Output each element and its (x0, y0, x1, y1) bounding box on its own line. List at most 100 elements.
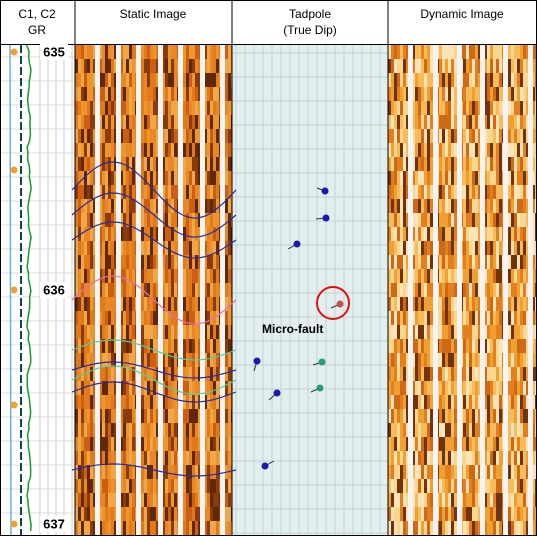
image-pixel (225, 129, 228, 143)
image-pixel (454, 269, 457, 283)
image-pixel (451, 437, 454, 451)
image-pixel (183, 325, 186, 339)
image-pixel (520, 311, 523, 325)
image-pixel (210, 409, 213, 423)
image-pixel (496, 395, 499, 409)
image-pixel (147, 437, 150, 451)
image-pixel (81, 73, 84, 87)
image-pixel (126, 241, 129, 255)
image-pixel (508, 255, 511, 269)
image-pixel (490, 213, 493, 227)
image-pixel (445, 73, 448, 87)
image-pixel (81, 59, 84, 73)
image-pixel (493, 213, 496, 227)
image-pixel (126, 479, 129, 493)
image-pixel (225, 87, 228, 101)
image-pixel (78, 325, 81, 339)
image-pixel (108, 129, 111, 143)
image-pixel (132, 409, 135, 423)
image-pixel (105, 465, 108, 479)
image-pixel (228, 451, 231, 465)
image-pixel (132, 451, 135, 465)
image-pixel (213, 157, 216, 171)
image-pixel (87, 395, 90, 409)
image-pixel (448, 73, 451, 87)
image-pixel (439, 493, 442, 507)
image-pixel (183, 45, 186, 59)
image-pixel (439, 171, 442, 185)
image-pixel (90, 311, 93, 325)
image-pixel (186, 45, 189, 59)
image-pixel (418, 297, 421, 311)
image-pixel (391, 129, 394, 143)
image-pixel (111, 255, 114, 269)
image-pixel (195, 339, 198, 353)
image-pixel (207, 325, 210, 339)
image-pixel (418, 185, 421, 199)
image-pixel (463, 101, 466, 115)
image-pixel (427, 87, 430, 101)
image-pixel (141, 143, 144, 157)
image-pixel (427, 283, 430, 297)
image-pixel (427, 45, 430, 59)
image-pixel (126, 353, 129, 367)
image-pixel (472, 143, 475, 157)
image-pixel (421, 157, 424, 171)
tadpole-head (254, 358, 261, 365)
image-pixel (78, 311, 81, 325)
image-pixel (487, 73, 490, 87)
image-pixel (111, 493, 114, 507)
image-pixel (490, 423, 493, 437)
image-pixel (207, 395, 210, 409)
image-pixel (511, 199, 514, 213)
image-pixel (132, 171, 135, 185)
image-pixel (213, 437, 216, 451)
image-pixel (228, 129, 231, 143)
image-pixel (508, 437, 511, 451)
image-pixel (183, 437, 186, 451)
image-pixel (466, 73, 469, 87)
image-pixel (523, 241, 526, 255)
image-pixel (418, 199, 421, 213)
image-pixel (493, 339, 496, 353)
image-pixel (150, 157, 153, 171)
image-pixel (445, 185, 448, 199)
image-pixel (391, 255, 394, 269)
image-pixel (499, 409, 502, 423)
image-pixel (78, 493, 81, 507)
image-pixel (84, 521, 87, 535)
image-pixel (511, 423, 514, 437)
image-pixel (123, 479, 126, 493)
image-pixel (508, 73, 511, 87)
image-pixel (394, 143, 397, 157)
image-pixel (144, 143, 147, 157)
image-pixel (391, 395, 394, 409)
image-pixel (466, 381, 469, 395)
image-pixel (496, 115, 499, 129)
image-pixel (400, 143, 403, 157)
image-pixel (424, 507, 427, 521)
image-pixel (102, 311, 105, 325)
image-pixel (424, 479, 427, 493)
image-pixel (487, 143, 490, 157)
image-pixel (430, 311, 433, 325)
image-pixel (84, 157, 87, 171)
image-pixel (403, 87, 406, 101)
image-pixel (111, 339, 114, 353)
image-pixel (445, 437, 448, 451)
image-pixel (141, 423, 144, 437)
image-pixel (171, 367, 174, 381)
image-pixel (439, 241, 442, 255)
image-pixel (141, 227, 144, 241)
image-pixel (207, 423, 210, 437)
image-pixel (472, 157, 475, 171)
image-pixel (87, 507, 90, 521)
image-pixel (493, 423, 496, 437)
image-pixel (514, 73, 517, 87)
image-pixel (469, 199, 472, 213)
image-pixel (403, 157, 406, 171)
image-pixel (487, 339, 490, 353)
image-pixel (472, 199, 475, 213)
image-pixel (445, 87, 448, 101)
image-pixel (517, 451, 520, 465)
